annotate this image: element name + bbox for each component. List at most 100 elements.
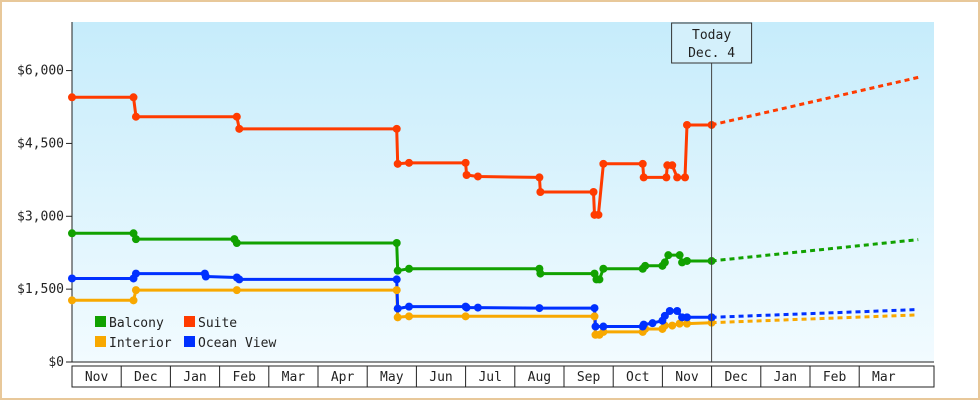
interior-data-point xyxy=(392,286,401,295)
month-label: May xyxy=(380,370,404,385)
y-tick-label: $1,500 xyxy=(17,282,64,297)
suite-data-point xyxy=(405,158,414,167)
suite-data-point xyxy=(673,173,682,182)
ocean-view-data-point xyxy=(665,307,674,315)
ocean-view-data-point xyxy=(235,275,244,284)
legend-label-suite: Suite xyxy=(198,316,237,331)
month-label: Oct xyxy=(626,370,649,385)
interior-data-point xyxy=(683,319,691,328)
interior-forecast-line xyxy=(711,313,919,325)
ocean-view-data-point xyxy=(683,313,691,322)
today-callout xyxy=(671,22,753,64)
ocean-view-data-point xyxy=(393,304,402,313)
interior-data-point xyxy=(590,312,599,321)
balcony-data-point xyxy=(68,229,76,238)
suite-data-point xyxy=(461,158,470,167)
suite-data-point xyxy=(392,124,401,133)
suite-data-point xyxy=(462,171,471,179)
suite-data-point xyxy=(536,188,545,196)
y-tick-label: $4,500 xyxy=(17,136,64,151)
suite-data-point xyxy=(232,112,241,121)
month-strip xyxy=(71,365,935,388)
suite-data-point xyxy=(681,173,690,182)
month-label: Sep xyxy=(577,370,601,385)
ocean-view-data-point xyxy=(392,275,401,284)
interior-data-point xyxy=(405,312,414,321)
interior-data-point xyxy=(129,296,138,305)
ocean-view-data-point xyxy=(131,269,140,278)
balcony-data-point xyxy=(595,275,604,284)
ocean-view-data-point xyxy=(639,320,648,329)
legend-label-interior: Interior xyxy=(109,336,172,351)
balcony-data-point xyxy=(641,261,650,270)
interior-data-point xyxy=(461,312,470,321)
suite-data-point xyxy=(235,124,244,133)
month-label: Jun xyxy=(429,370,452,385)
today-date: Dec. 4 xyxy=(688,46,735,61)
suite-data-point xyxy=(594,210,603,219)
suite-data-point xyxy=(131,112,140,121)
plot-area xyxy=(72,22,934,362)
balcony-data-point xyxy=(599,264,608,273)
ocean-view-data-point xyxy=(673,307,682,315)
ocean-view-data-point xyxy=(599,322,608,331)
balcony-data-point xyxy=(664,251,673,260)
ocean-view-data-point xyxy=(405,302,414,311)
month-label: Dec xyxy=(134,370,157,385)
balcony-data-point xyxy=(405,264,414,273)
balcony-data-point xyxy=(683,256,691,265)
y-tick-label: $3,000 xyxy=(17,209,64,224)
month-label: Feb xyxy=(823,370,847,385)
ocean-view-data-point xyxy=(201,272,210,281)
balcony-data-point xyxy=(232,239,241,247)
month-label: Mar xyxy=(282,370,306,385)
balcony-data-point xyxy=(392,239,401,247)
month-label: Feb xyxy=(232,370,256,385)
balcony-data-point xyxy=(393,266,402,275)
y-tick-label: $0 xyxy=(48,355,64,370)
interior-data-point xyxy=(232,286,241,295)
today-label: Today xyxy=(692,28,731,43)
legend-swatch-balcony xyxy=(95,316,106,327)
suite-data-point xyxy=(639,173,648,182)
interior-data-point xyxy=(131,286,140,295)
balcony-data-point xyxy=(536,269,545,278)
y-tick-label: $6,000 xyxy=(17,64,64,79)
suite-data-point xyxy=(129,93,138,102)
month-label: Jan xyxy=(183,370,206,385)
ocean-view-data-point xyxy=(473,303,482,312)
ocean-view-data-point xyxy=(462,303,471,312)
suite-data-point xyxy=(638,159,647,168)
legend-swatch-suite xyxy=(184,316,195,327)
month-label: Mar xyxy=(872,370,896,385)
suite-data-point xyxy=(68,93,76,102)
ocean-view-data-point xyxy=(660,311,669,320)
legend-swatch-ocean-view xyxy=(184,336,195,347)
month-label: Apr xyxy=(331,370,355,385)
month-label: Nov xyxy=(85,370,109,385)
suite-data-point xyxy=(599,159,608,168)
month-label: Dec xyxy=(724,370,747,385)
balcony-data-point xyxy=(660,258,669,267)
ocean-view-data-point xyxy=(68,274,76,283)
interior-data-point xyxy=(668,321,677,330)
suite-data-point xyxy=(589,188,598,196)
ocean-view-data-point xyxy=(648,319,657,328)
month-label: Jan xyxy=(774,370,797,385)
suite-data-point xyxy=(535,173,544,182)
balcony-forecast-line xyxy=(711,238,919,263)
suite-data-point xyxy=(683,120,691,129)
interior-data-point xyxy=(393,313,402,322)
suite-data-point xyxy=(473,172,482,181)
balcony-data-point xyxy=(131,235,140,244)
ocean-view-data-point xyxy=(535,304,544,313)
legend-label-ocean-view: Ocean View xyxy=(198,336,276,351)
legend-swatch-interior xyxy=(95,336,106,347)
month-label: Aug xyxy=(528,370,551,385)
month-label: Jul xyxy=(478,370,501,385)
suite-data-point xyxy=(393,159,402,168)
legend-label-balcony: Balcony xyxy=(109,316,164,331)
month-label: Nov xyxy=(675,370,699,385)
ocean-view-forecast-line xyxy=(711,308,919,319)
